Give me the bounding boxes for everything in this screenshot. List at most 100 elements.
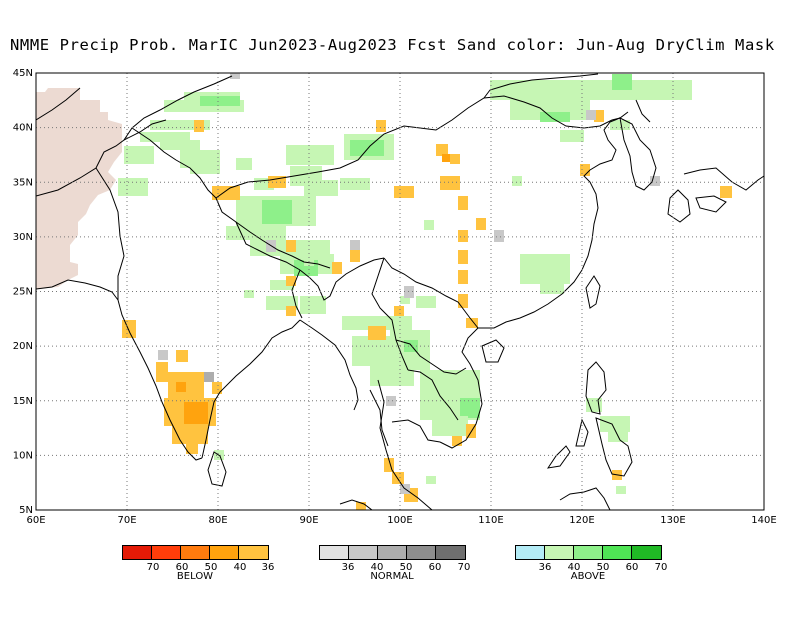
probability-cell: [124, 146, 154, 164]
legend-below-label: BELOW: [176, 571, 214, 582]
probability-cell: [304, 180, 338, 196]
probability-cell: [176, 382, 186, 392]
longitude-tick-label: 130E: [660, 515, 685, 526]
lat-lon-grid: [36, 73, 764, 510]
legend-below-tick: 36: [261, 562, 275, 573]
longitude-tick-label: 110E: [478, 515, 503, 526]
probability-cell: [160, 140, 200, 150]
longitude-tick-label: 80E: [208, 515, 227, 526]
probability-cell: [350, 140, 384, 156]
probability-cell: [512, 176, 522, 186]
probability-cell: [580, 164, 590, 176]
probability-cell: [652, 80, 692, 100]
probability-cell: [156, 362, 168, 382]
probability-cell: [356, 502, 366, 510]
probability-cell: [494, 230, 504, 242]
probability-cell: [370, 366, 414, 386]
probability-cell: [404, 340, 418, 352]
legend-below-swatch-50: [181, 546, 210, 559]
longitude-tick-label: 120E: [569, 515, 594, 526]
legend-normal-swatch-70: [436, 546, 465, 559]
probability-cell: [458, 196, 468, 210]
probability-cell: [286, 306, 296, 316]
legend-normal-label: NORMAL: [370, 571, 414, 582]
probability-cell: [194, 120, 204, 132]
legend-below-tick: 70: [146, 562, 160, 573]
legend-above-tick: 36: [538, 562, 552, 573]
longitude-labels: 60E 70E 80E 90E 100E 110E 120E 130E 140E: [26, 515, 776, 526]
probability-cell: [300, 296, 326, 314]
probability-cell: [262, 200, 292, 224]
legend-normal-swatch-40: [349, 546, 378, 559]
probability-cell: [594, 110, 604, 122]
legend-below-tick: 60: [175, 562, 189, 573]
probability-cell: [340, 178, 370, 190]
probability-cell: [342, 316, 412, 330]
legend-above-swatch-70: [632, 546, 661, 559]
legend-below-swatches: [122, 545, 269, 560]
legend-above-tick: 60: [625, 562, 639, 573]
probability-cell: [586, 110, 596, 120]
legend-normal-tick: 36: [341, 562, 355, 573]
latitude-tick-label: 30N: [13, 232, 33, 243]
probability-cell: [432, 416, 468, 436]
probability-cell: [204, 372, 214, 382]
probability-cell: [466, 424, 476, 438]
probability-cell: [286, 240, 296, 252]
probability-cell: [400, 296, 410, 304]
legend-normal-tick: 50: [399, 562, 413, 573]
probability-cell: [386, 396, 396, 406]
legend-above-tick: 50: [596, 562, 610, 573]
probability-cell: [236, 158, 252, 170]
legend-below-swatch-70: [123, 546, 152, 559]
probability-cell: [600, 416, 630, 432]
probability-cell: [122, 320, 136, 338]
probability-cell: [610, 120, 630, 130]
probability-cell: [176, 350, 188, 362]
legend-below: 70 60 50 40 36 BELOW: [122, 545, 274, 582]
probability-cell: [520, 254, 570, 284]
legend-normal-tick: 70: [457, 562, 471, 573]
probability-cell: [442, 154, 450, 162]
probability-cell: [392, 472, 404, 484]
probability-cell: [540, 112, 570, 122]
legend-above-label: ABOVE: [570, 571, 606, 582]
probability-cell: [184, 402, 208, 426]
probability-cell: [376, 120, 386, 132]
probability-cell: [394, 186, 414, 198]
probability-cell: [490, 80, 600, 100]
legend-normal-swatch-36: [320, 546, 349, 559]
probability-cell: [560, 130, 584, 142]
legend-above-tick: 40: [567, 562, 581, 573]
legend-normal-tick: 40: [370, 562, 384, 573]
probability-cell: [440, 176, 460, 190]
probability-cell: [540, 284, 564, 294]
probability-cell: [612, 74, 632, 90]
legend-below-swatch-36: [239, 546, 268, 559]
probability-cell: [720, 186, 732, 198]
probability-cell: [384, 458, 394, 472]
probability-cell: [476, 218, 486, 230]
longitude-tick-label: 100E: [387, 515, 412, 526]
latitude-tick-label: 45N: [13, 68, 33, 79]
legend-above-swatches: [515, 545, 662, 560]
legend-above-swatch-50: [574, 546, 603, 559]
legend-above-tick: 70: [654, 562, 668, 573]
probability-cell: [286, 145, 334, 165]
probability-cell: [458, 230, 468, 242]
probability-cell: [416, 296, 436, 308]
latitude-tick-label: 15N: [13, 396, 33, 407]
legend-normal-swatches: [319, 545, 466, 560]
probability-cell: [286, 276, 296, 286]
probability-cell: [458, 294, 468, 308]
probability-cell: [230, 73, 240, 79]
legend-normal-swatch-50: [378, 546, 407, 559]
latitude-tick-label: 20N: [13, 341, 33, 352]
probability-cell: [436, 144, 448, 156]
probability-cell: [270, 280, 294, 290]
probability-cell: [118, 178, 148, 196]
probability-cell: [244, 290, 254, 298]
probability-cell: [368, 326, 386, 340]
probability-cell: [158, 350, 168, 360]
